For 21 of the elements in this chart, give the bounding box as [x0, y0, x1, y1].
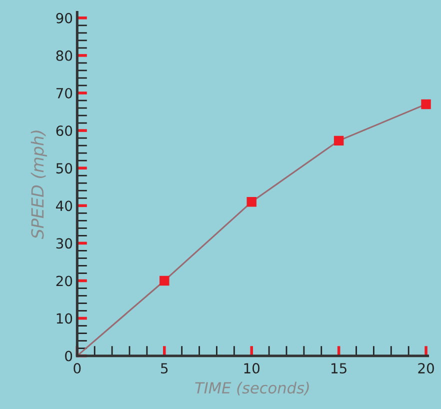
x-tick-label: 5 — [161, 363, 168, 374]
y-tick-label: 40 — [56, 200, 72, 212]
x-tick-label: 20 — [418, 363, 434, 374]
x-tick-label: 10 — [244, 363, 260, 374]
y-tick-label: 90 — [56, 12, 72, 24]
y-tick-label: 0 — [65, 350, 72, 362]
y-tick-label: 30 — [56, 238, 72, 249]
point — [334, 136, 344, 146]
x-tick-label: 15 — [332, 363, 346, 374]
y-tick-label: 20 — [56, 276, 72, 286]
x-tick-label: 0 — [74, 363, 81, 374]
y-tick-label: 70 — [56, 88, 72, 98]
point — [421, 99, 431, 110]
x-axis-title: TIME (seconds) — [195, 382, 309, 396]
y-tick-label: 60 — [56, 126, 72, 136]
point — [160, 276, 170, 286]
point — [246, 197, 256, 207]
y-axis-title: SPEED (mph) — [30, 130, 47, 240]
y-tick-label: 50 — [56, 163, 72, 174]
y-tick-label: 80 — [56, 50, 72, 61]
y-tick-label: 10 — [56, 313, 72, 324]
